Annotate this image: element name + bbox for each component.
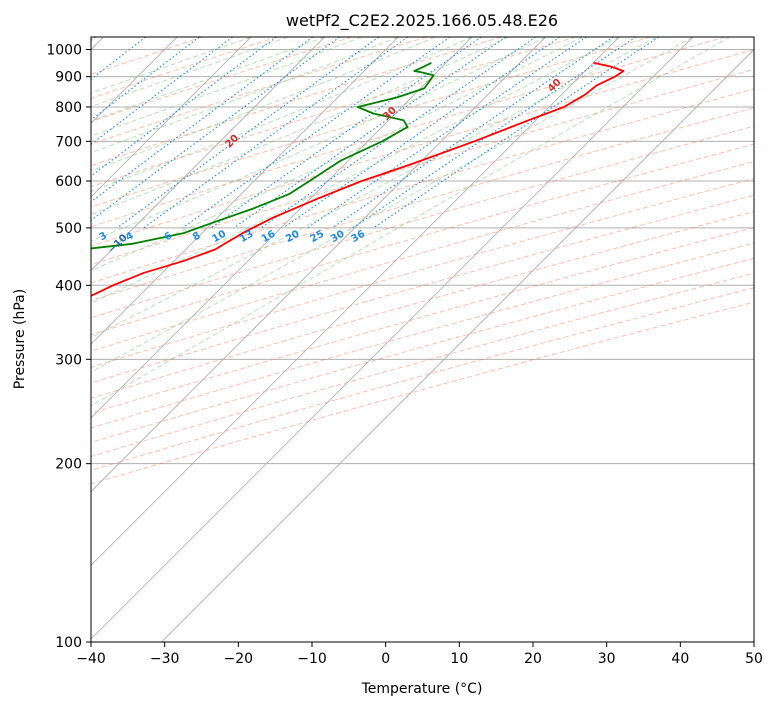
mixing-ratio-line [283,37,561,229]
y-tick-label: 600 [55,174,82,190]
dry-adiabat [91,68,754,266]
dry-adiabat [91,37,726,228]
plot-frame [90,36,755,643]
y-tick-label: 300 [55,352,82,368]
dry-adiabat [91,125,754,319]
y-tick-label: 900 [55,70,82,86]
y-tick-label: 500 [55,221,82,237]
y-tick-label: 1000 [46,43,82,59]
moist-adiabat [91,37,546,242]
x-tick-label: 50 [745,651,763,667]
dry-adiabat [91,226,754,414]
chart-title: wetPf2_C2E2.2025.166.05.48.E26 [286,11,558,31]
y-tick-label: 200 [55,457,82,473]
mixing-ratio-label: 6 [163,230,175,243]
mixing-ratio-line [143,37,409,229]
moist-adiabat [91,37,473,192]
moist-adiabat [91,37,620,304]
y-tick-label: 400 [55,278,82,294]
y-axis-label: Pressure (hPa) [12,289,28,389]
mixing-ratio-line [91,37,340,222]
dry-adiabat [91,37,577,188]
isotherm [91,37,325,272]
mixing-ratio-label: 4 [124,230,136,243]
moist-adiabat [91,37,730,407]
moist-adiabat [91,37,399,154]
y-tick-label: 800 [55,100,82,116]
mixing-ratio-line [233,37,507,229]
isotherm [91,37,473,419]
isotherm [91,37,546,493]
isotherm [91,37,694,640]
dry-adiabat [91,37,352,123]
x-tick-label: 10 [450,651,468,667]
mixing-ratio-line [91,37,233,146]
x-tick-label: 30 [598,651,616,667]
dry-adiabat [91,272,754,458]
dry-adiabat [91,257,754,443]
dry-adiabat [91,301,754,485]
mixing-ratio-line [182,37,451,229]
x-axis-label: Temperature (°C) [361,681,483,697]
mixing-ratio-line [116,37,380,229]
dry-adiabat [91,287,754,471]
moist-adiabat [91,37,657,338]
mixing-ratio-label: 8 [191,230,203,243]
dry-adiabat [91,242,754,429]
mixing-ratio-line [352,37,637,229]
isotherm [91,37,399,345]
isotherm [91,37,252,198]
isotherm [91,37,620,566]
dry-adiabat [91,37,502,167]
x-axis-ticks: −40 −30 −20 −10 0 10 20 30 40 50 [76,642,763,667]
x-tick-label: −10 [297,651,327,667]
dry-adiabat [91,107,754,302]
x-tick-label: 0 [381,651,390,667]
dry-adiabat [91,161,754,352]
x-tick-label: −30 [150,651,180,667]
isotherm [161,48,754,642]
dry-adiabat [91,211,754,399]
y-tick-label: 700 [55,134,82,150]
mixing-ratio-line [210,37,482,229]
moist-adiabat [91,37,694,373]
dry-adiabats [91,37,754,485]
isotherms [91,37,754,642]
x-tick-label: −20 [224,651,254,667]
x-tick-label: 20 [524,651,542,667]
temperature-profile [91,61,625,297]
x-tick-label: 40 [671,651,689,667]
dewpoint-profile [91,61,435,250]
mixing-ratio-lines [91,37,659,229]
y-axis-ticks: 100 200 300 400 500 600 700 800 900 1000 [46,43,91,651]
profile-lines [91,61,625,297]
y-tick-label: 100 [55,635,82,651]
mixing-ratio-line [91,37,200,121]
mixing-ratio-label: 3 [97,230,109,243]
x-tick-label: −40 [76,651,106,667]
